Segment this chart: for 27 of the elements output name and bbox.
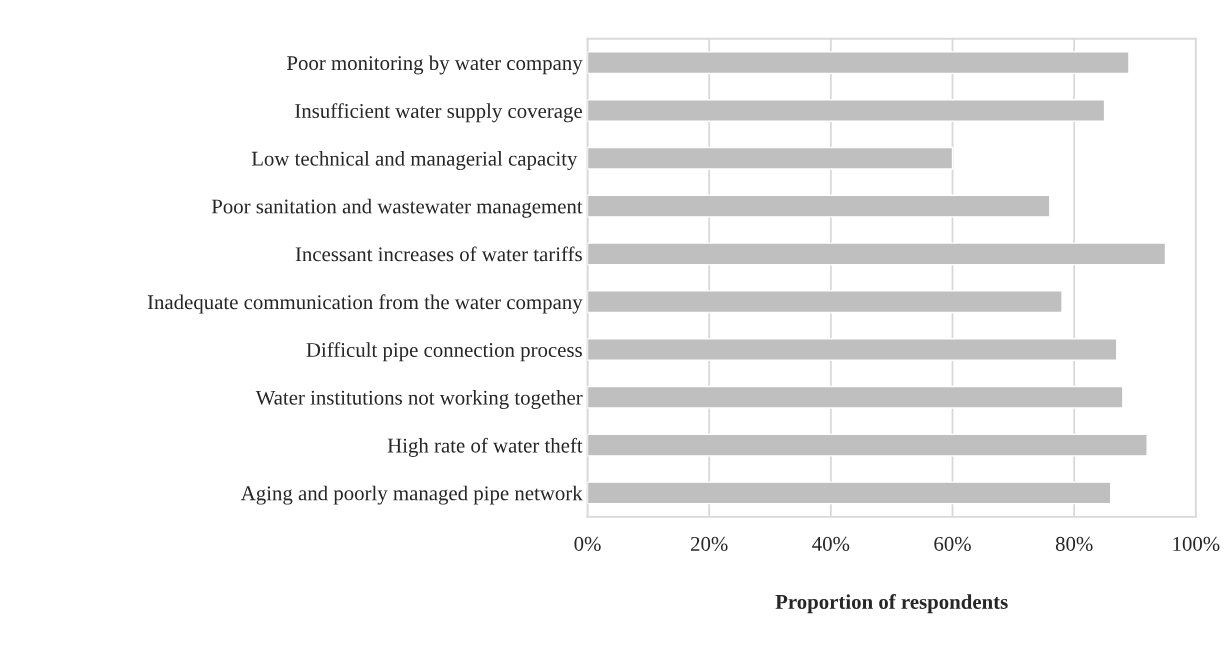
bar [587,433,1148,457]
y-tick-label: Incessant increases of water tariffs [295,246,582,262]
x-tick-label: 60% [934,536,971,551]
x-tick-label: 40% [812,536,850,551]
bar [587,481,1112,505]
x-tick-label: 80% [1055,536,1093,551]
y-tick-label: Water institutions not working together [255,390,583,410]
bar [587,385,1124,409]
y-tick-label: Insufficient water supply coverage [295,103,582,123]
y-tick-label: Inadequate communication from the water company [147,294,583,314]
x-tick-label: 20% [691,536,728,551]
bar [587,338,1118,361]
bar [587,51,1130,75]
bar [587,146,954,170]
bar [587,194,1051,218]
y-tick-label: Aging and poorly managed pipe network [240,485,583,505]
y-tick-label: Poor monitoring by water company [287,55,583,75]
y-tick-label: Difficult pipe connection process [306,342,582,362]
x-tick-label: 100% [1173,536,1220,551]
bar [587,99,1106,122]
y-tick-label: High rate of water theft [387,437,583,457]
bar [587,242,1167,266]
y-tick-label: Poor sanitation and wastewater management [211,198,583,218]
y-tick-label: Low technical and managerial capacity [251,151,578,170]
x-tick-label: 0% [574,536,601,551]
x-axis-title: Proportion of respondents [775,594,1008,614]
bar [587,290,1063,314]
